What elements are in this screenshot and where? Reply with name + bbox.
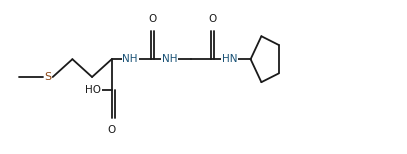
Text: NH: NH	[162, 54, 177, 64]
Text: O: O	[149, 14, 157, 24]
Text: S: S	[44, 72, 51, 82]
Text: HN: HN	[221, 54, 237, 64]
Text: O: O	[107, 125, 116, 135]
Text: NH: NH	[123, 54, 138, 64]
Text: O: O	[208, 14, 217, 24]
Text: HO: HO	[85, 85, 101, 95]
